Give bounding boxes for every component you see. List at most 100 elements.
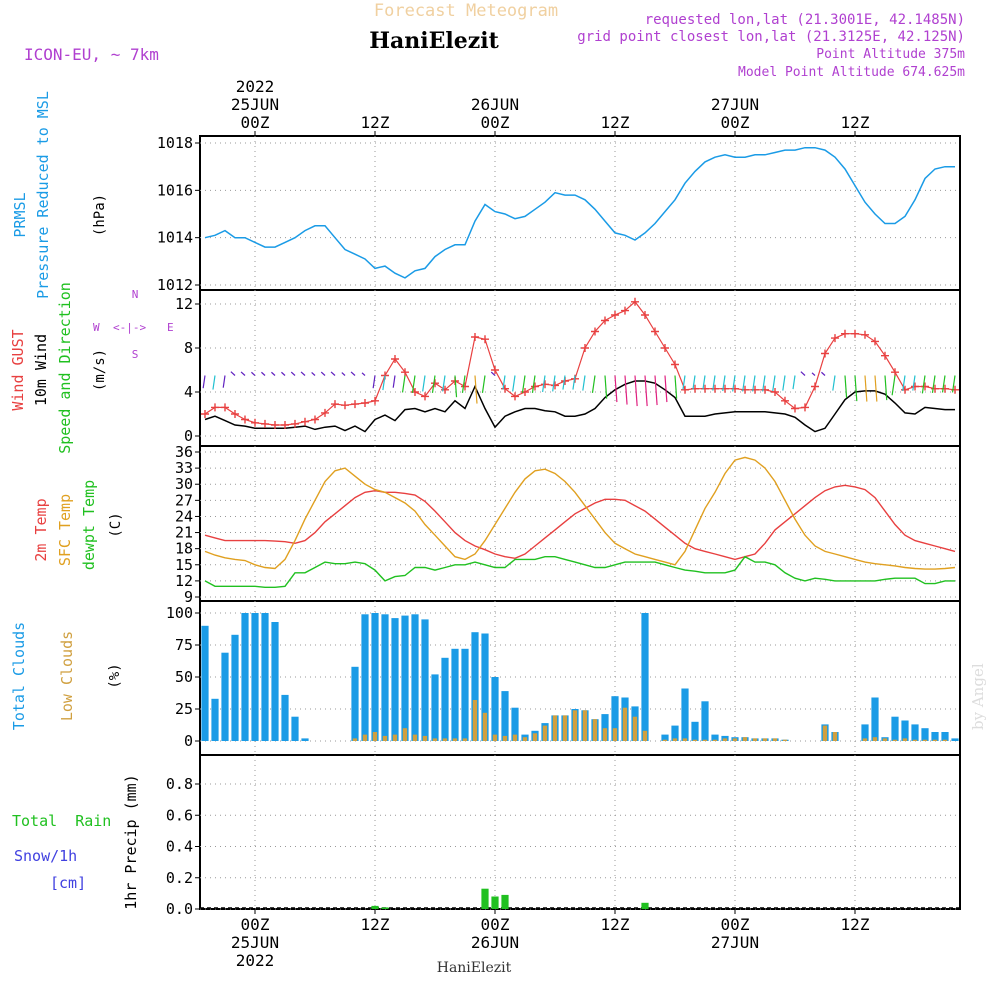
- gust-marker: [901, 385, 909, 394]
- total-cloud-bar: [611, 696, 619, 741]
- total-cloud-bar: [641, 613, 649, 741]
- info-gridpoint: grid point closest lon,lat (21.3125E, 42…: [577, 29, 965, 45]
- gust-marker: [621, 306, 629, 315]
- wind-direction-arrow: [411, 375, 416, 393]
- wind-direction-arrow: [392, 375, 396, 388]
- gust-marker: [881, 351, 889, 360]
- gust-marker: [821, 349, 829, 358]
- info-requested: requested lon,lat (21.3001E, 42.1485N): [645, 12, 965, 28]
- wind-direction-arrow: [614, 375, 618, 403]
- gust-marker: [431, 379, 439, 388]
- rain-bar: [641, 902, 649, 910]
- top-axis-hour: 12Z: [361, 113, 390, 132]
- wind-direction-arrow: [502, 375, 506, 390]
- gust-marker: [291, 419, 299, 428]
- total-cloud-bar: [241, 613, 249, 741]
- y-tick-label: 50: [175, 668, 193, 686]
- gust-marker: [281, 421, 289, 429]
- low-cloud-bar: [382, 735, 388, 741]
- gust-marker: [651, 327, 659, 336]
- low-cloud-bar: [472, 700, 478, 741]
- wind-direction-arrow: [350, 371, 356, 376]
- low-cloud-bar: [742, 737, 748, 741]
- gust-marker: [371, 396, 379, 405]
- pressure-ylabel-prmsl: PRMSL: [11, 192, 29, 237]
- low-cloud-bar: [902, 738, 908, 741]
- total-cloud-bar: [911, 724, 919, 741]
- top-axis-date: 27JUN: [711, 95, 759, 114]
- total-cloud-bar: [601, 714, 609, 741]
- compass-south: S: [132, 348, 139, 361]
- gust-marker: [611, 311, 619, 319]
- wind-direction-arrow: [844, 375, 848, 398]
- wind-direction-arrow: [281, 371, 286, 376]
- low-cloud-bar: [512, 734, 518, 741]
- gust-marker: [251, 418, 259, 427]
- y-tick-label: 18: [175, 540, 193, 558]
- model-label: ICON-EU, ~ 7km: [24, 45, 159, 64]
- y-tick-label: 25: [175, 700, 193, 718]
- gust-marker: [581, 344, 589, 352]
- low-cloud-bar: [932, 739, 938, 741]
- total-cloud-bar: [291, 716, 299, 741]
- gust-marker: [301, 417, 309, 426]
- wind-direction-arrow: [474, 375, 478, 404]
- y-tick-label: 27: [175, 491, 193, 509]
- total-cloud-bar: [461, 648, 469, 741]
- wind-direction-arrow: [361, 372, 366, 376]
- total-cloud-bar: [431, 674, 439, 741]
- gust-marker: [531, 382, 539, 391]
- total-cloud-bar: [201, 625, 209, 741]
- gust-marker: [591, 327, 599, 336]
- wind-ylabel-10m: 10m Wind: [32, 334, 50, 406]
- total-cloud-bar: [701, 701, 709, 741]
- wind-direction-arrow: [722, 375, 726, 392]
- low-cloud-bar: [602, 728, 608, 741]
- bottom-axis-hour: 12Z: [361, 915, 390, 934]
- low-cloud-bar: [482, 712, 488, 741]
- wind-direction-arrow: [454, 375, 458, 398]
- low-cloud-bar: [882, 738, 888, 741]
- bottom-axis-hour: 00Z: [241, 915, 270, 934]
- total-cloud-bar: [891, 716, 899, 741]
- low-cloud-bar: [542, 725, 548, 741]
- wind-direction-arrow: [931, 375, 936, 393]
- clouds-ylabel-low: Low Clouds: [58, 631, 76, 721]
- temp-dewpt-line: [204, 555, 955, 588]
- low-cloud-bar: [662, 739, 668, 741]
- wind-direction-arrow: [921, 375, 926, 394]
- low-cloud-bar: [712, 739, 718, 741]
- y-tick-label: 0.6: [166, 806, 193, 824]
- top-axis-hour: 12Z: [841, 113, 870, 132]
- wind-direction-arrow: [782, 375, 786, 391]
- wind-direction-arrow: [800, 371, 806, 376]
- low-cloud-bar: [892, 739, 898, 741]
- wind-direction-arrow: [634, 375, 638, 407]
- low-cloud-bar: [942, 739, 948, 741]
- low-cloud-bar: [452, 738, 458, 741]
- wind-direction-arrow: [382, 375, 386, 391]
- clouds-ylabel: Total Clouds Low Clouds (%): [10, 622, 123, 730]
- wind-gust-line: [204, 300, 956, 426]
- wind-panel: 0 4 8 12: [175, 289, 961, 447]
- wind-direction-arrow: [542, 375, 546, 393]
- total-cloud-bar: [861, 724, 869, 741]
- wind-direction-arrow: [442, 375, 446, 392]
- gust-marker: [511, 392, 519, 401]
- low-cloud-bar: [502, 735, 508, 741]
- total-cloud-bar: [371, 613, 379, 741]
- wind-direction-arrow: [712, 375, 716, 391]
- total-cloud-bar: [271, 622, 279, 741]
- gust-marker: [261, 419, 269, 428]
- gust-marker: [551, 381, 559, 390]
- y-tick-label: 15: [175, 556, 193, 574]
- wind-direction-arrow: [874, 375, 878, 402]
- gust-marker: [671, 360, 679, 369]
- low-cloud-bar: [352, 738, 358, 741]
- gust-marker: [871, 337, 879, 346]
- y-tick-label: 1016: [157, 181, 193, 199]
- total-cloud-bar: [251, 613, 259, 741]
- wind-direction-arrow: [271, 371, 276, 376]
- wind-direction-arrow: [832, 375, 836, 391]
- temp-ylabel-unit: (C): [108, 512, 124, 537]
